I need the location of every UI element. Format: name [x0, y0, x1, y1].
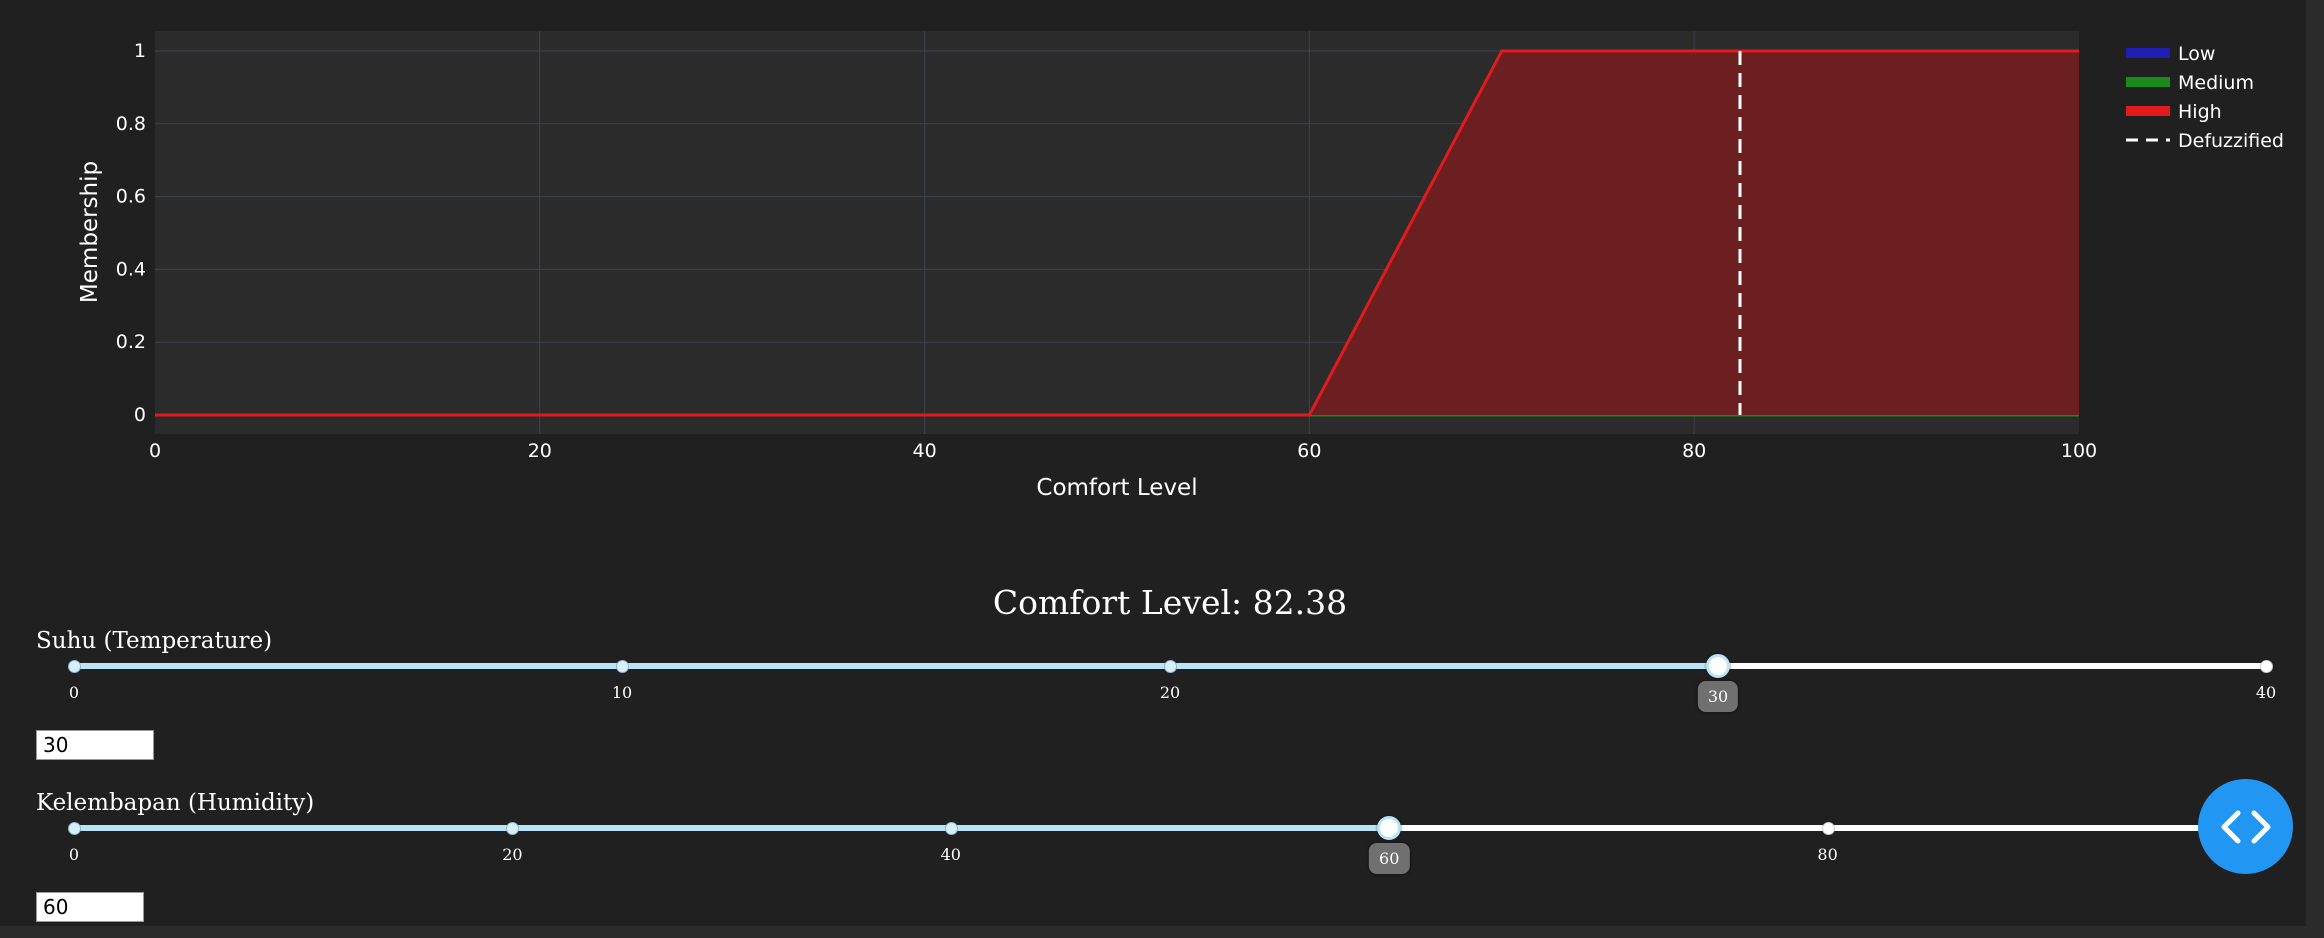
slider-handle[interactable]	[1706, 654, 1730, 678]
slider-tick	[1821, 822, 1835, 835]
slider-tick-label: 10	[611, 683, 633, 702]
y-tick-label: 0.4	[116, 258, 146, 280]
legend-swatch-medium	[2126, 77, 2170, 87]
slider-value-tooltip: 30	[1697, 681, 1739, 712]
y-axis-title: Membership	[77, 161, 103, 303]
temperature-slider[interactable]: 0 10 20 40 30	[68, 654, 2276, 712]
temperature-input[interactable]	[36, 730, 154, 760]
slider-tick	[944, 822, 958, 835]
slider-tick	[616, 660, 629, 673]
humidity-slider-fill	[74, 825, 1390, 831]
slider-handle[interactable]	[1377, 816, 1402, 840]
code-icon	[2221, 810, 2270, 843]
x-tick-label: 0	[149, 440, 161, 462]
slider-tick-label: 80	[1817, 845, 1838, 864]
slider-tick	[1164, 660, 1177, 673]
legend-label-medium[interactable]: Medium	[2178, 72, 2254, 94]
x-tick-label: 100	[2061, 440, 2097, 462]
legend-label-defuzzified[interactable]: Defuzzified	[2178, 130, 2284, 152]
series-line-high	[155, 49, 2079, 417]
slider-tick-label: 40	[940, 845, 961, 864]
slider-tick-label: 0	[68, 683, 80, 702]
humidity-slider-label: Kelembapan (Humidity)	[36, 790, 315, 816]
y-tick-label: 0.8	[116, 113, 146, 135]
slider-tick	[68, 822, 81, 835]
legend-swatch-low	[2126, 48, 2170, 58]
app-root: 0 20 40 60 80 100 0 0.2 0.4 0.6 0.8 1 Comfort Level…	[0, 0, 2306, 926]
slider-tick-label: 0	[68, 845, 80, 864]
humidity-slider[interactable]: 0 20 40 80 60	[68, 816, 2273, 874]
temperature-slider-label: Suhu (Temperature)	[36, 628, 273, 654]
slider-tick	[2260, 660, 2273, 673]
temperature-slider-fill	[74, 663, 1718, 669]
slider-tick-label: 20	[502, 845, 523, 864]
x-tick-label: 40	[913, 440, 937, 462]
legend-label-high[interactable]: High	[2178, 101, 2222, 123]
comfort-level-output: Comfort Level: 82.38	[992, 583, 1348, 622]
code-toggle-button[interactable]	[2198, 779, 2293, 874]
membership-chart: 0 20 40 60 80 100 0 0.2 0.4 0.6 0.8 1 Comfort Level…	[77, 31, 2284, 501]
slider-value-tooltip: 60	[1369, 843, 1410, 874]
y-tick-label: 0.6	[116, 186, 146, 208]
y-tick-label: 0.2	[116, 331, 146, 353]
slider-tick	[68, 660, 81, 673]
y-tick-label: 1	[134, 40, 146, 62]
x-tick-label: 60	[1297, 440, 1321, 462]
x-tick-label: 80	[1682, 440, 1706, 462]
y-tick-label: 0	[134, 404, 146, 426]
x-axis-title: Comfort Level	[1036, 475, 1197, 501]
slider-tick-label: 40	[2255, 683, 2277, 702]
x-tick-label: 20	[528, 440, 552, 462]
slider-tick-label: 20	[1159, 683, 1181, 702]
slider-tick	[506, 822, 520, 835]
legend-label-low[interactable]: Low	[2178, 43, 2215, 65]
humidity-input[interactable]	[36, 892, 144, 922]
legend-swatch-high	[2126, 106, 2170, 116]
series-area-high	[155, 51, 2079, 415]
